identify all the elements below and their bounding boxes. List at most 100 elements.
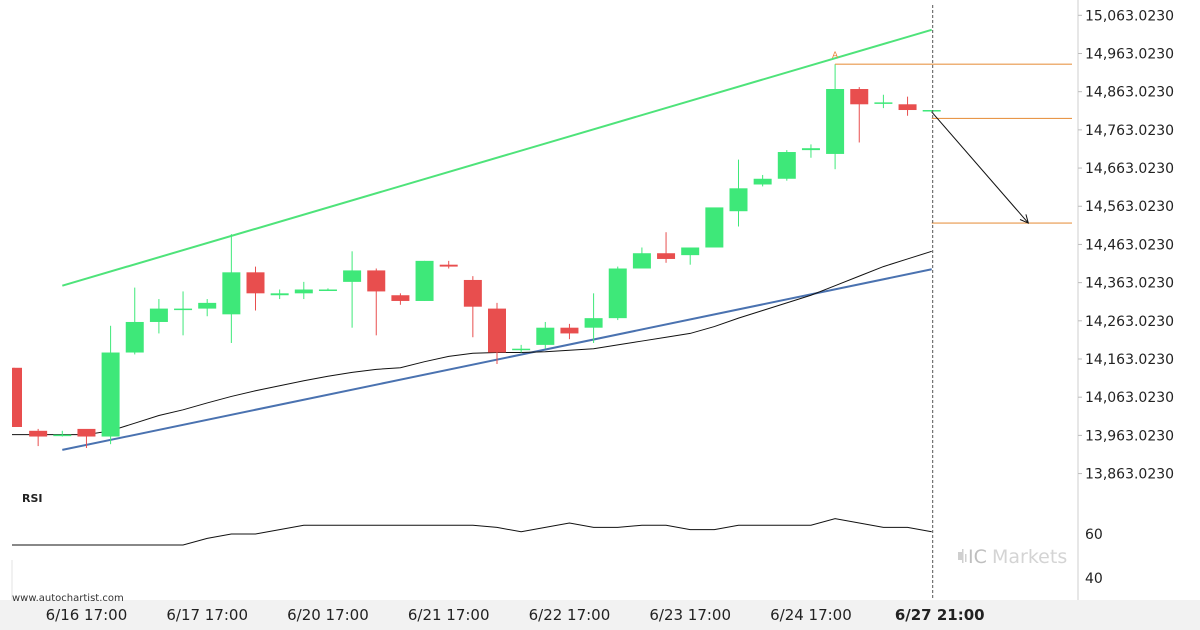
- candle-body: [294, 289, 313, 294]
- rsi-panel: 60 40: [12, 518, 1103, 587]
- candle-body: [850, 89, 869, 105]
- time-tick-label: 6/16 17:00: [46, 606, 128, 624]
- candle-body: [246, 272, 265, 294]
- candle-body: [318, 289, 337, 292]
- candle-body: [488, 308, 506, 353]
- candle-body: [12, 367, 22, 427]
- candle: [294, 281, 313, 300]
- price-tick-label: 14,863.0230: [1085, 85, 1174, 101]
- brand-logo: IC Markets: [958, 546, 1067, 568]
- candle-body: [705, 207, 724, 248]
- candle-body: [898, 104, 917, 111]
- candle-body: [777, 152, 796, 179]
- price-tick-label: 15,063.0230: [1085, 8, 1174, 24]
- time-tick-label: 6/21 17:00: [408, 606, 490, 624]
- price-tick-label: 14,663.0230: [1085, 161, 1174, 177]
- price-levels: A: [832, 51, 1072, 224]
- brand-bars-icon: [958, 549, 967, 563]
- price-tick-label: 14,763.0230: [1085, 123, 1174, 139]
- candle-body: [174, 308, 193, 311]
- candle-body: [922, 110, 941, 112]
- candle-body: [149, 308, 168, 322]
- candle-body: [222, 272, 241, 315]
- channel-upper-line: [62, 28, 932, 287]
- candle-body: [681, 247, 700, 256]
- moving-average: [12, 250, 932, 436]
- candle: [608, 266, 627, 321]
- candle: [246, 266, 265, 311]
- forecast-arrow-head: [1019, 214, 1030, 224]
- brand-mark: IC: [968, 546, 987, 568]
- candle-body: [343, 270, 362, 282]
- candle-body: [826, 89, 845, 154]
- time-tick-label: 6/27 21:00: [895, 606, 985, 624]
- candle-body: [53, 434, 72, 437]
- candle: [29, 428, 48, 447]
- candle: [415, 260, 434, 301]
- rsi-tick-label: 60: [1085, 527, 1103, 543]
- candle-body: [584, 318, 603, 328]
- candle-body: [463, 279, 482, 307]
- candle: [826, 64, 845, 170]
- time-tick-label: 6/24 17:00: [770, 606, 852, 624]
- candle: [777, 150, 796, 181]
- time-axis-strip: [0, 600, 1200, 630]
- candle: [898, 96, 917, 116]
- candle-body: [632, 253, 651, 269]
- price-tick-label: 13,863.0230: [1085, 467, 1174, 483]
- candle: [632, 247, 651, 269]
- price-tick-label: 14,063.0230: [1085, 390, 1174, 406]
- candle-body: [415, 260, 434, 301]
- candle: [101, 325, 120, 445]
- rsi-tick-label: 40: [1085, 571, 1103, 587]
- candle: [439, 260, 458, 269]
- candles: [12, 64, 941, 448]
- candle-body: [125, 321, 144, 353]
- candle: [149, 299, 168, 334]
- candle: [222, 234, 241, 343]
- candle: [681, 247, 700, 265]
- candle: [174, 291, 193, 336]
- candle: [391, 293, 410, 305]
- rsi-label: RSI: [22, 492, 43, 505]
- candle: [850, 87, 869, 143]
- candle-body: [198, 302, 217, 309]
- candle-body: [367, 270, 386, 292]
- candle-body: [729, 188, 748, 212]
- candle: [729, 159, 748, 227]
- candle-body: [657, 253, 676, 259]
- price-tick-label: 14,963.0230: [1085, 46, 1174, 62]
- price-tick-label: 14,163.0230: [1085, 352, 1174, 368]
- time-tick-label: 6/22 17:00: [529, 606, 611, 624]
- price-tick-label: 13,963.0230: [1085, 428, 1174, 444]
- time-tick-label: 6/23 17:00: [649, 606, 731, 624]
- candle-body: [560, 327, 579, 334]
- candle-body: [608, 268, 627, 319]
- candle: [657, 232, 676, 263]
- moving-average-line: [12, 250, 932, 436]
- candle: [753, 174, 772, 187]
- pattern-marker: A: [832, 51, 839, 61]
- candle: [343, 251, 362, 328]
- time-tick-label: 6/17 17:00: [166, 606, 248, 624]
- candle: [512, 344, 531, 353]
- candle-body: [874, 102, 893, 104]
- brand-name: Markets: [992, 546, 1067, 568]
- time-tick-label: 6/20 17:00: [287, 606, 369, 624]
- candle: [12, 367, 22, 427]
- candle: [536, 321, 555, 349]
- candle-body: [101, 352, 120, 437]
- price-tick-label: 14,263.0230: [1085, 314, 1174, 330]
- candle: [125, 287, 144, 355]
- candle-body: [270, 293, 289, 296]
- candle: [560, 323, 579, 340]
- forecast-arrow-line: [931, 111, 1029, 224]
- candle-body: [439, 264, 458, 267]
- candle-body: [753, 178, 772, 185]
- candle: [584, 293, 603, 343]
- candle: [488, 302, 506, 364]
- candle-body: [512, 348, 531, 351]
- candle-body: [77, 428, 96, 437]
- candle: [801, 144, 820, 158]
